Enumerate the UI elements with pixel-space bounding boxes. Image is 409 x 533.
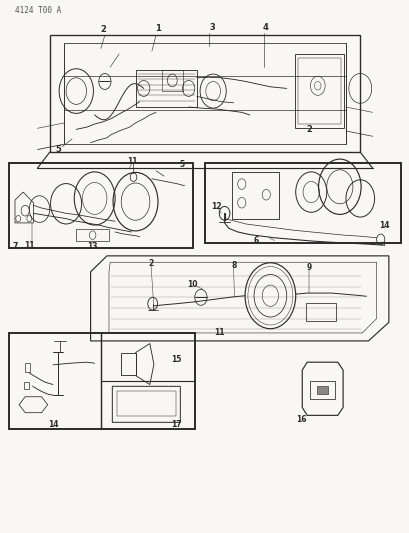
Text: 13: 13 bbox=[87, 242, 97, 251]
Text: 14: 14 bbox=[48, 421, 59, 430]
Text: 10: 10 bbox=[187, 279, 198, 288]
Text: 11: 11 bbox=[214, 328, 225, 337]
Text: 1: 1 bbox=[155, 25, 161, 34]
Text: 14: 14 bbox=[379, 221, 389, 230]
Text: 15: 15 bbox=[171, 355, 181, 364]
Text: 5: 5 bbox=[180, 160, 184, 169]
Text: 7: 7 bbox=[13, 242, 18, 251]
Polygon shape bbox=[317, 386, 327, 394]
Text: 9: 9 bbox=[306, 263, 312, 271]
Text: 11: 11 bbox=[24, 241, 34, 250]
Text: 17: 17 bbox=[171, 420, 181, 429]
Text: 2: 2 bbox=[100, 26, 106, 35]
Text: 6: 6 bbox=[253, 237, 258, 246]
Text: 4124 T00 A: 4124 T00 A bbox=[15, 6, 61, 15]
Text: 4: 4 bbox=[262, 23, 268, 32]
Text: 2: 2 bbox=[306, 125, 311, 134]
Text: 16: 16 bbox=[295, 415, 306, 424]
Text: 3: 3 bbox=[209, 23, 215, 32]
Text: 8: 8 bbox=[231, 261, 236, 270]
Text: 12: 12 bbox=[210, 203, 221, 212]
Text: 11: 11 bbox=[127, 157, 137, 166]
Text: 2: 2 bbox=[148, 259, 153, 268]
Text: 5: 5 bbox=[56, 145, 61, 154]
